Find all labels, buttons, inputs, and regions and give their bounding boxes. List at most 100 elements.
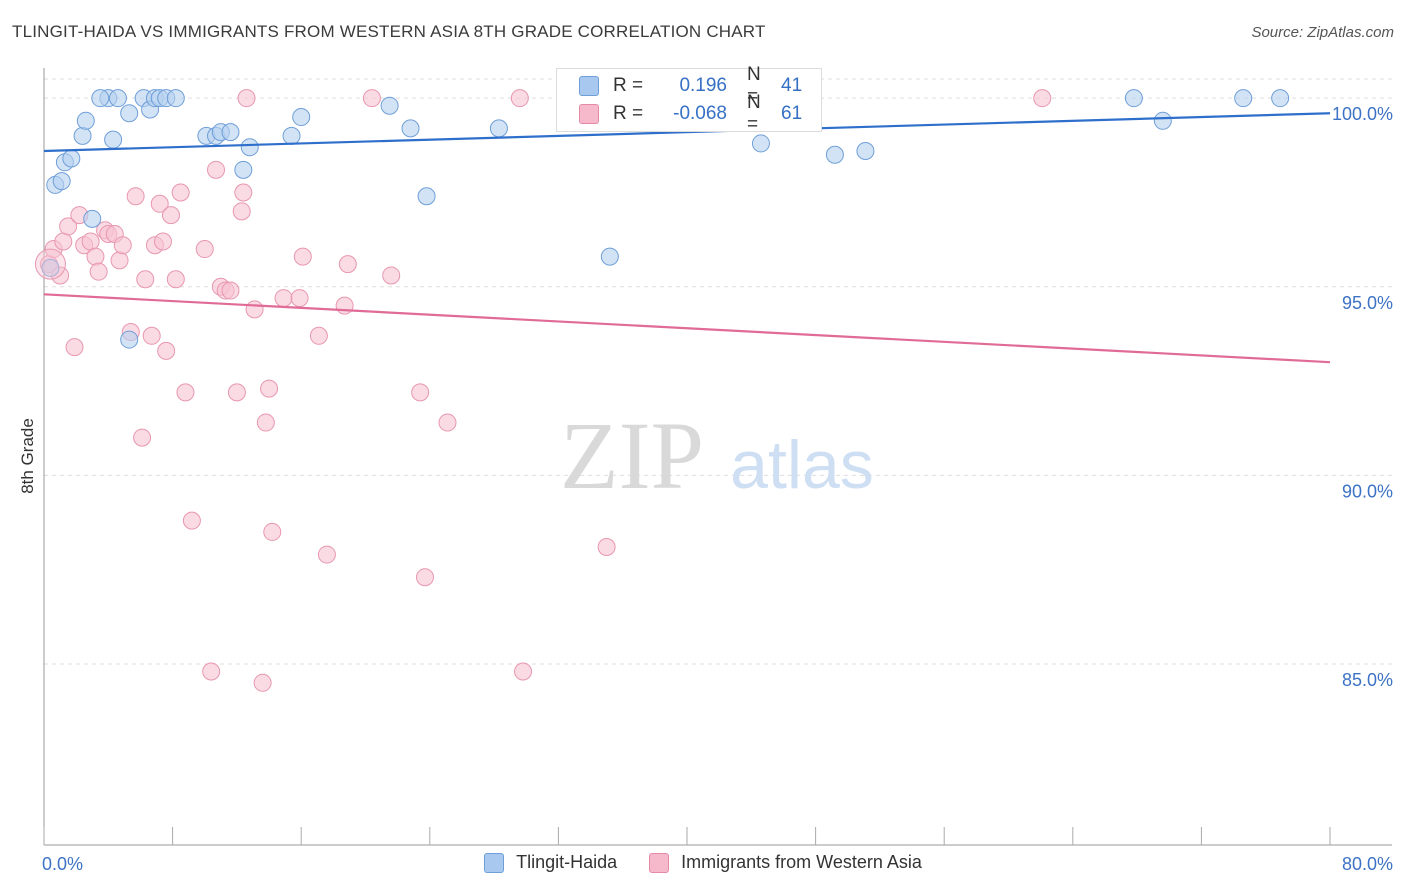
legend-row-tlingit: R = 0.196 N = 41 [579,64,803,107]
immigrant-point [221,281,240,300]
x-tick-label: 80.0% [1342,854,1393,874]
legend-swatch-blue [484,852,505,873]
immigrant-trend-line [43,293,1331,364]
watermark: ZIP atlas [560,402,874,509]
tlingit-point [380,96,399,115]
series-legend: Tlingit-Haida Immigrants from Western As… [0,852,1406,873]
tlingit-point [73,126,92,145]
tlingit-trend-line [43,112,1331,153]
y-axis-label: 8th Grade [18,418,37,494]
immigrant-point [195,240,214,259]
immigrant-point [232,202,251,221]
tlingit-point [825,145,844,164]
immigrant-point [510,89,529,108]
legend-label: Immigrants from Western Asia [681,852,922,872]
immigrant-point [86,247,105,266]
tlingit-point [1153,111,1172,130]
immigrant-point [202,662,221,681]
immigrant-point [338,255,357,274]
immigrant-point [34,248,66,280]
legend-item-immigrants-western-asia[interactable]: Immigrants from Western Asia [649,852,922,873]
immigrant-point [362,89,381,108]
immigrant-point [171,183,190,202]
immigrant-point [234,183,253,202]
immigrant-point [153,232,172,251]
immigrant-point [317,545,336,564]
immigrant-point [207,160,226,179]
immigrant-point [150,194,169,213]
tlingit-point [120,330,139,349]
immigrant-point [256,413,275,432]
immigrant-point [245,300,264,319]
legend-item-tlingit-haida[interactable]: Tlingit-Haida [484,852,617,873]
tlingit-point [282,126,301,145]
y-tick-label: 95.0% [1342,293,1393,313]
tlingit-point [401,119,420,138]
immigrant-point [113,236,132,255]
y-tick-label: 90.0% [1342,481,1393,501]
immigrant-point [237,89,256,108]
tlingit-point [120,104,139,123]
tlingit-point [91,89,110,108]
tlingit-point [221,123,240,142]
immigrant-point [59,217,78,236]
immigrant-point [597,538,616,557]
immigrant-point [110,251,129,270]
immigrant-point [157,341,176,360]
tlingit-point [83,209,102,228]
tlingit-point [417,187,436,206]
immigrant-point [253,673,272,692]
immigrant-point [309,326,328,345]
immigrant-point [136,270,155,289]
immigrant-point [142,326,161,345]
immigrant-point [227,383,246,402]
tlingit-point [1271,89,1290,108]
legend-swatch-blue [579,76,599,96]
immigrant-point [81,232,100,251]
x-tick-label: 0.0% [42,854,83,874]
tlingit-point [62,149,81,168]
immigrant-point [161,206,180,225]
tlingit-point [1124,89,1143,108]
immigrant-point [133,428,152,447]
immigrant-point [263,522,282,541]
immigrant-point [1033,89,1052,108]
source-label: Source: ZipAtlas.com [1251,24,1394,41]
immigrant-point [411,383,430,402]
tlingit-point [1234,89,1253,108]
tlingit-point [292,108,311,127]
immigrant-point [514,662,533,681]
tlingit-point [856,141,875,160]
legend-r-label: R = [613,75,644,96]
points-layer [34,89,1290,692]
watermark-atlas: atlas [730,427,874,503]
tlingit-point [234,160,253,179]
immigrant-point [260,379,279,398]
legend-r-value: -0.068 [673,103,727,124]
y-tick-label: 85.0% [1342,670,1393,690]
legend-n-label: N = [747,64,761,107]
legend-row-immigrants: R = -0.068 N = 61 [579,92,802,135]
immigrant-point [438,413,457,432]
watermark-zip: ZIP [560,402,704,509]
axis-layer [43,68,1392,846]
y-tick-label: 100.0% [1332,104,1393,124]
tlingit-point [108,89,127,108]
legend-swatch-pink [579,104,599,124]
legend-n-label: N = [747,92,761,135]
legend-n-value: 41 [781,75,803,96]
immigrant-point [182,511,201,530]
immigrant-point [290,289,309,308]
chart-title: TLINGIT-HAIDA VS IMMIGRANTS FROM WESTERN… [12,22,766,41]
legend-r-value: 0.196 [679,75,727,96]
tlingit-point [240,138,259,157]
immigrant-point [274,289,293,308]
legend-label: Tlingit-Haida [516,852,618,872]
tlingit-point [104,130,123,149]
tlingit-point [166,89,185,108]
immigrant-point [293,247,312,266]
tlingit-point [489,119,508,138]
legend-r-label: R = [613,103,644,124]
legend-swatch-pink [649,852,670,873]
immigrant-point [176,383,195,402]
